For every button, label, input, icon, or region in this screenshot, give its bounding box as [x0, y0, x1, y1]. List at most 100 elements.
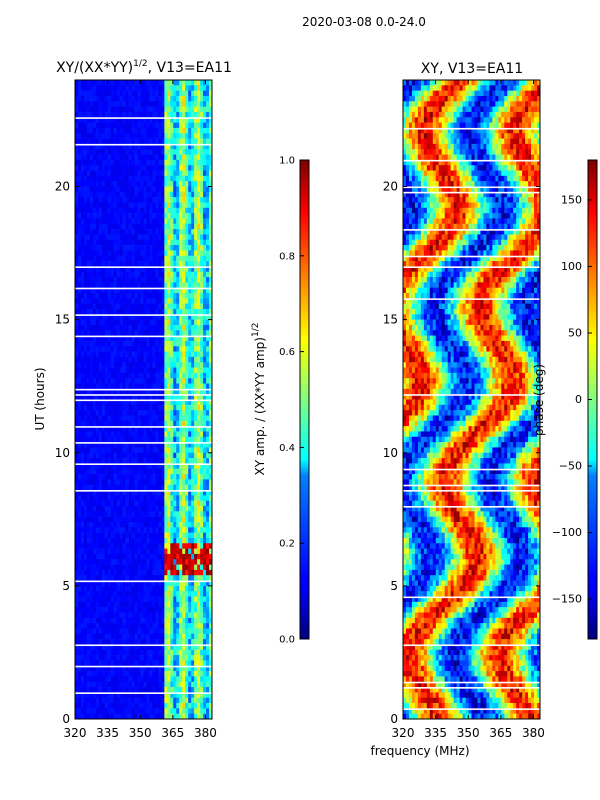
left-heatmap-cell: [113, 468, 117, 475]
left-heatmap-cell: [134, 218, 138, 225]
left-heatmap-cell: [116, 490, 120, 496]
left-heatmap-cell: [167, 218, 171, 225]
left-heatmap-cell: [167, 202, 171, 209]
left-heatmap-cell: [170, 410, 174, 416]
left-heatmap-cell: [149, 399, 153, 406]
left-heatmap-cell: [203, 330, 207, 336]
left-heatmap-cell: [203, 484, 207, 491]
left-heatmap-cell: [158, 420, 162, 427]
left-heatmap-cell: [125, 207, 129, 214]
left-heatmap-cell: [98, 378, 103, 384]
left-heatmap-cell: [104, 468, 109, 475]
left-heatmap-cell: [101, 436, 106, 443]
left-heatmap-cell: [164, 372, 168, 379]
left-heatmap-cell: [131, 511, 135, 517]
left-heatmap-cell: [110, 255, 115, 262]
left-heatmap-cell: [167, 111, 171, 118]
left-heatmap-cell: [155, 213, 159, 219]
left-heatmap-cell: [89, 149, 94, 155]
left-heatmap-cell: [158, 122, 162, 129]
left-heatmap-cell: [101, 101, 106, 107]
left-heatmap-cell: [95, 543, 100, 549]
left-heatmap-cell: [176, 532, 180, 539]
left-heatmap-cell: [98, 133, 103, 139]
left-heatmap-cell: [128, 170, 132, 177]
left-heatmap-cell: [143, 516, 147, 523]
left-heatmap-cell: [152, 293, 156, 299]
left-heatmap-cell: [158, 362, 162, 368]
left-heatmap-cell: [176, 484, 180, 491]
left-heatmap-cell: [170, 378, 174, 384]
left-heatmap-cell: [197, 490, 201, 496]
left-heatmap-cell: [77, 639, 82, 645]
left-heatmap-cell: [143, 293, 147, 299]
left-heatmap-cell: [188, 133, 192, 139]
left-heatmap-cell: [209, 404, 212, 411]
left-heatmap-cell: [179, 649, 183, 656]
left-heatmap-cell: [119, 229, 123, 235]
left-heatmap-cell: [209, 319, 212, 326]
left-heatmap-cell: [104, 463, 109, 470]
left-heatmap-cell: [113, 617, 117, 624]
left-heatmap-cell: [209, 154, 212, 161]
left-heatmap-cell: [155, 420, 159, 427]
left-heatmap-cell: [152, 90, 156, 97]
left-heatmap-cell: [98, 404, 103, 411]
left-heatmap-cell: [149, 261, 153, 267]
left-heatmap-cell: [164, 277, 168, 283]
left-heatmap-cell: [107, 404, 112, 411]
left-heatmap-cell: [206, 468, 210, 475]
left-heatmap-cell: [137, 463, 141, 470]
left-heatmap-cell: [179, 500, 183, 507]
left-heatmap-cell: [149, 127, 153, 134]
left-heatmap-cell: [137, 351, 141, 358]
left-heatmap-cell: [164, 596, 168, 603]
left-heatmap-cell: [194, 394, 198, 400]
left-heatmap-cell: [194, 426, 198, 432]
left-heatmap-cell: [75, 282, 79, 288]
left-heatmap-cell: [77, 442, 82, 448]
left-heatmap-cell: [191, 591, 195, 597]
left-heatmap-cell: [203, 639, 207, 645]
left-heatmap-cell: [152, 85, 156, 91]
left-heatmap-cell: [185, 138, 189, 145]
left-heatmap-cell: [113, 261, 117, 267]
left-heatmap-cell: [149, 431, 153, 438]
left-heatmap-cell: [179, 575, 183, 581]
left-heatmap-cell: [158, 143, 162, 150]
left-heatmap-cell: [200, 170, 204, 177]
left-heatmap-cell: [131, 186, 135, 193]
left-heatmap-cell: [182, 420, 186, 427]
left-heatmap-cell: [188, 165, 192, 171]
left-heatmap-cell: [167, 356, 171, 363]
left-heatmap-cell: [119, 207, 123, 214]
left-heatmap-cell: [167, 484, 171, 491]
left-heatmap-cell: [113, 90, 117, 97]
left-heatmap-cell: [110, 261, 115, 267]
left-heatmap-cell: [137, 383, 141, 390]
left-heatmap-cell: [104, 234, 109, 241]
left-heatmap-cell: [188, 340, 192, 347]
left-heatmap-cell: [98, 90, 103, 97]
left-heatmap-cell: [119, 596, 123, 603]
left-heatmap-cell: [155, 266, 159, 273]
left-heatmap-cell: [107, 474, 112, 480]
left-heatmap-cell: [89, 442, 94, 448]
left-heatmap-cell: [173, 490, 177, 496]
left-heatmap-cell: [161, 543, 165, 549]
left-heatmap-cell: [137, 106, 141, 113]
left-heatmap-cell: [92, 303, 97, 310]
left-heatmap-cell: [80, 133, 85, 139]
left-heatmap-cell: [77, 655, 82, 661]
left-heatmap-cell: [110, 404, 115, 411]
left-heatmap-cell: [116, 277, 120, 283]
left-heatmap-cell: [101, 165, 106, 171]
left-heatmap-cell: [197, 596, 201, 603]
left-heatmap-cell: [134, 154, 138, 161]
left-heatmap-cell: [197, 575, 201, 581]
left-heatmap-cell: [176, 463, 180, 470]
left-heatmap-cell: [203, 319, 207, 326]
left-heatmap-cell: [80, 436, 85, 443]
left-heatmap-cell: [107, 543, 112, 549]
left-heatmap-cell: [95, 319, 100, 326]
